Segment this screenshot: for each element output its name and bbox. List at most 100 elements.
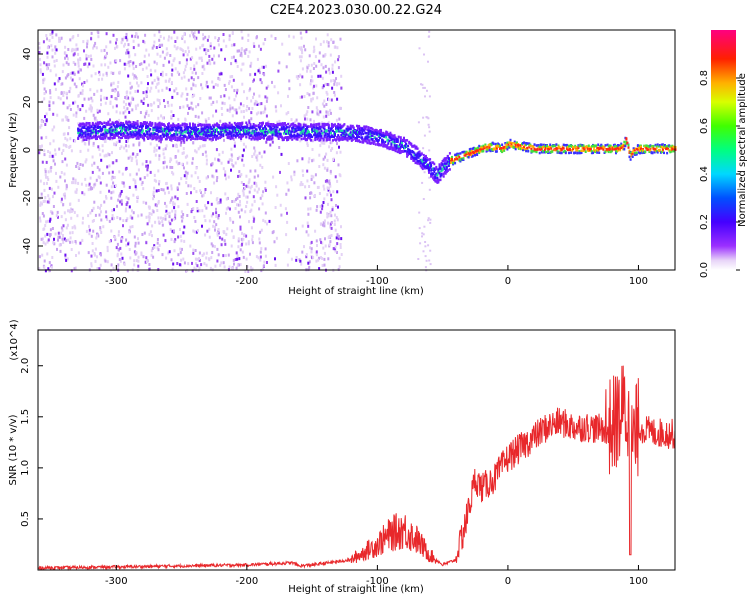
spectrogram-ridge-point [139,130,142,133]
spectrogram-ridge-point [338,130,341,133]
spectrogram-noise-point [71,181,74,185]
spectrogram-ridge-point [506,148,509,151]
spectrogram-ridge-point [297,128,300,132]
spectrogram-ridge-point [229,137,232,141]
spectrogram-noise-point [258,237,261,241]
spectrogram-noise-point [179,106,181,110]
spectrogram-noise-point [75,43,78,47]
spectrogram-noise-point [253,181,256,185]
spectrogram-noise-point [333,93,336,97]
spectrogram-noise-point [236,203,238,207]
spectrogram-noise-point [46,240,49,244]
spectrogram-noise-point [225,207,228,211]
spectrogram-noise-point [95,236,98,240]
spectrogram-noise-point [116,45,119,49]
spectrogram-ridge-point [139,134,142,137]
spectrogram-ridge-point [399,146,402,149]
spectrogram-ridge-point [387,138,390,141]
spectrogram-ridge-point [194,128,197,132]
spectrogram-noise-point [329,222,332,226]
spectrogram-ridge-point [509,138,512,142]
spectrogram-ridge-point [118,131,121,135]
spectrogram-noise-point [329,53,332,57]
spectrogram-noise-point [239,227,242,231]
spectrogram-noise-point [113,142,115,146]
spectrogram-noise-point [239,53,242,57]
spectrogram-noise-point [253,44,256,48]
spectrogram-ridge-point [234,131,237,134]
spectrogram-noise-point [49,151,52,155]
spectrogram-ridge-point [287,138,290,141]
spectrogram-noise-point [319,42,322,46]
spectrogram-noise-point [322,163,325,167]
spectrogram-noise-point [74,62,77,66]
spectrogram-ridge-point [257,135,260,138]
spectrogram-ridge-point [199,135,202,139]
spectrogram-noise-point [247,185,250,189]
spectrogram-noise-point [334,213,336,217]
spectrogram-ridge-point [176,138,179,142]
spectrogram-ridge-point [543,148,546,151]
spectrogram-ridge-point [555,143,558,146]
spectrogram-noise-point [81,82,83,86]
spectrogram-ridge-point [248,127,251,130]
spectrogram-noise-point [215,198,218,202]
spectrogram-noise-point [326,179,328,183]
spectrogram-ridge-point [415,145,418,149]
spectrogram-ridge-point [477,147,480,150]
spectrogram-noise-point [132,46,135,50]
spectrogram-ridge-point [472,146,475,150]
spectrogram-noise-point [68,90,71,94]
spectrogram-ridge-point [397,146,400,150]
spectrogram-ridge-point [358,124,361,128]
spectrogram-ridge-point [127,133,130,136]
spectrogram-ridge-point [368,129,371,132]
spectrogram-ridge-point [569,144,571,148]
spectrogram-noise-point [52,112,55,116]
spectrogram-ridge-point [116,132,119,135]
spectrogram-noise-point [49,96,52,100]
spectrogram-noise-point [90,234,93,238]
spectrogram-noise-point [253,199,256,203]
spectrogram-noise-point [337,163,340,167]
spectrogram-noise-point [177,149,180,153]
spectrogram-ridge-point [384,140,387,144]
spectrogram-ridge-point [265,133,268,137]
spectrogram-noise-point [328,145,331,149]
spectrogram-noise-point [421,235,423,238]
spectrogram-noise-point [422,86,425,89]
spectrogram-noise-point [195,166,198,170]
spectrogram-ridge-point [311,135,314,139]
spectrogram-ridge-point [154,123,157,127]
spectrogram-noise-point [91,163,94,167]
spectrogram-noise-point [100,218,103,222]
spectrogram-noise-point [255,100,258,104]
spectrogram-noise-point [129,173,132,177]
spectrogram-noise-point [201,72,204,75]
spectrogram-ridge-point [194,137,197,141]
spectrogram-noise-point [152,190,155,194]
spectrogram-noise-point [123,36,126,40]
spectrogram-noise-point [300,262,303,266]
spectrogram-noise-point [272,230,275,234]
spectrogram-ridge-point [539,145,542,148]
spectrogram-noise-point [142,255,145,259]
spectrogram-ridge-point [134,128,137,132]
spectrogram-noise-point [263,73,266,77]
spectrogram-ridge-point [440,174,443,177]
spectrogram-noise-point [258,102,261,106]
spectrogram-ridge-point [279,135,282,138]
spectrogram-ridge-point [317,134,320,138]
spectrogram-noise-point [329,240,332,244]
spectrogram-ridge-point [276,131,279,135]
spectrogram-noise-point [126,130,129,133]
spectrogram-noise-point [173,44,176,48]
spectrogram-noise-point [249,64,252,68]
spectrogram-noise-point [57,79,60,83]
spectrogram-noise-point [132,143,135,147]
spectrogram-noise-point [145,241,148,245]
spectrogram-ridge-point [115,126,118,130]
spectrogram-noise-point [159,216,162,220]
spectrogram-noise-point [41,144,43,148]
spectrogram-noise-point [65,118,68,122]
